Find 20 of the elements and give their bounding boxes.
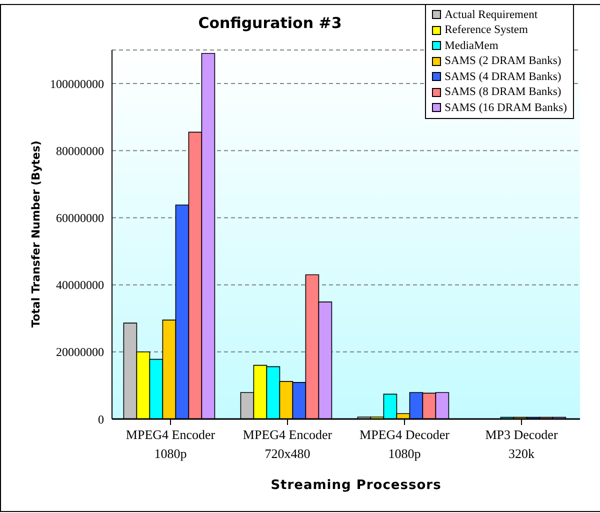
legend-label: SAMS (8 DRAM Banks)	[444, 86, 562, 98]
x-axis-title: Streaming Processors	[270, 478, 442, 493]
chart-title: Configuration #3	[197, 14, 343, 32]
legend-label: Reference System	[444, 24, 528, 36]
y-axis-title: Total Transfer Number (Bytes)	[30, 140, 42, 328]
legend-label: Actual Requirement	[444, 8, 538, 21]
y-tick-label: 60000000	[56, 210, 104, 225]
y-tick-label: 80000000	[56, 144, 104, 158]
legend-label: MediaMem	[444, 40, 498, 52]
y-tick-label: 20000000	[56, 345, 104, 360]
y-tick-label: 40000000	[56, 278, 104, 292]
x-tick-label: MPEG4 Encoder 1080p	[126, 427, 216, 461]
x-tick-label: MP3 Decoder 320k	[485, 427, 558, 461]
legend-label: SAMS (2 DRAM Banks)	[444, 55, 562, 68]
legend-label: SAMS (4 DRAM Banks)	[444, 70, 562, 83]
x-tick-label: MPEG4 Encoder 720x480	[242, 427, 333, 461]
y-tick-label: 100000000	[50, 76, 104, 91]
legend-label: SAMS (16 DRAM Banks)	[444, 102, 567, 114]
x-tick-label: MPEG4 Decoder 1080p	[360, 427, 450, 461]
y-tick-label: 0	[98, 412, 104, 426]
